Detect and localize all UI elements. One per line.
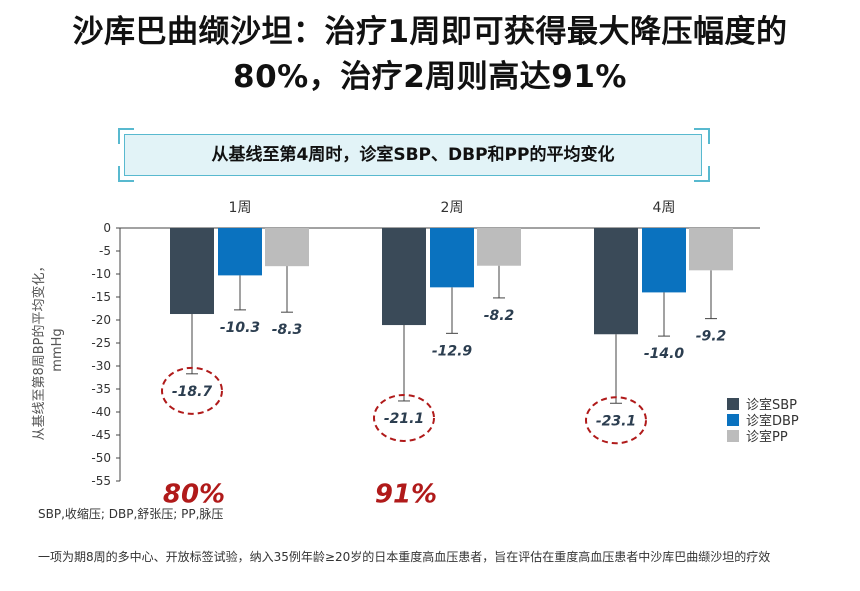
data-label: -9.2 [696, 329, 727, 345]
y-tick-label: -30 [91, 359, 111, 373]
data-label: -23.1 [596, 413, 636, 429]
chart-banner: 从基线至第4周时，诊室SBP、DBP和PP的平均变化 [118, 128, 710, 182]
y-tick-label: -35 [91, 382, 111, 396]
category-label: 1周 [229, 200, 252, 216]
y-axis-label: 从基线至第8周BP的平均变化， mmHg [32, 259, 65, 441]
y-tick-label: -50 [91, 451, 111, 465]
title-line-2: 80%，治疗2周则高达91% [233, 59, 627, 95]
y-tick-label: -25 [91, 336, 111, 350]
y-tick-label: -10 [91, 267, 111, 281]
banner-corner [118, 166, 134, 182]
legend-label: 诊室SBP [746, 397, 797, 413]
bar [265, 228, 309, 267]
data-label: -21.1 [384, 411, 424, 427]
y-tick-label: -15 [91, 290, 111, 304]
banner-text: 从基线至第4周时，诊室SBP、DBP和PP的平均变化 [124, 134, 702, 176]
bar [642, 228, 686, 293]
banner-corner [118, 128, 134, 144]
data-label: -8.3 [272, 322, 303, 338]
y-tick-label: -55 [91, 474, 111, 488]
category-label: 4周 [653, 200, 676, 216]
highlight-circle [161, 366, 223, 415]
highlight-circle [373, 393, 435, 442]
data-label: -10.3 [220, 320, 260, 336]
y-tick-label: 0 [103, 221, 111, 235]
bar [382, 228, 426, 326]
bar [594, 228, 638, 335]
legend-swatch [727, 398, 739, 410]
legend-label: 诊室DBP [746, 413, 799, 429]
page-title: 沙库巴曲缬沙坦：治疗1周即可获得最大降压幅度的 80%，治疗2周则高达91% [0, 10, 860, 100]
y-tick-label: -20 [91, 313, 111, 327]
percent-annotation: 80% [163, 480, 225, 510]
category-label: 2周 [441, 200, 464, 216]
bar [430, 228, 474, 288]
banner-corner [694, 128, 710, 144]
data-label: -18.7 [172, 384, 213, 400]
data-label: -8.2 [484, 308, 515, 324]
y-tick-label: -40 [91, 405, 111, 419]
banner-corner [694, 166, 710, 182]
percent-annotation: 91% [375, 480, 437, 510]
bar [689, 228, 733, 271]
legend-swatch [727, 414, 739, 426]
bar [170, 228, 214, 315]
footnote-abbreviations: SBP,收缩压; DBP,舒张压; PP,脉压 [38, 507, 224, 521]
data-label: -12.9 [432, 343, 473, 359]
data-label: -14.0 [644, 346, 685, 362]
y-tick-label: -45 [91, 428, 111, 442]
title-line-1: 沙库巴曲缬沙坦：治疗1周即可获得最大降压幅度的 [72, 14, 788, 50]
legend-swatch [727, 430, 739, 442]
bar [477, 228, 521, 266]
highlight-circle [585, 396, 647, 445]
bar [218, 228, 262, 276]
legend-label: 诊室PP [746, 429, 788, 445]
footnote-study: 一项为期8周的多中心、开放标签试验，纳入35例年龄≥20岁的日本重度高血压患者，… [38, 550, 771, 564]
y-tick-label: -5 [99, 244, 111, 258]
